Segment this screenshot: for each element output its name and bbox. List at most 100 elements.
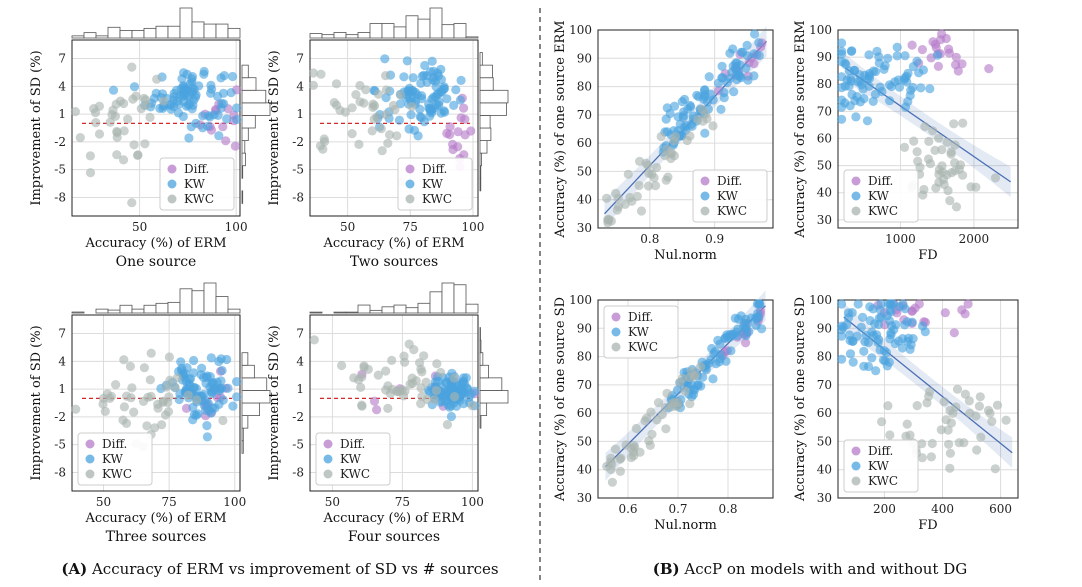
point-kwc bbox=[667, 402, 677, 412]
point-kw bbox=[916, 83, 926, 93]
y-axis-label: Accuracy (%) of one source SD bbox=[793, 297, 808, 502]
point-kw bbox=[179, 68, 189, 78]
legend-marker bbox=[851, 191, 861, 201]
y-tick-label: 60 bbox=[577, 136, 592, 150]
point-kwc bbox=[945, 196, 955, 206]
point-kwc bbox=[432, 359, 442, 369]
point-kwc bbox=[331, 79, 342, 89]
top-hist-bar bbox=[203, 282, 217, 314]
point-kw bbox=[892, 42, 902, 52]
plot-frame bbox=[837, 29, 1019, 229]
point-kwc bbox=[966, 182, 976, 192]
y-tick-label: -8 bbox=[292, 465, 304, 479]
point-kwc bbox=[625, 192, 635, 203]
y-tick-label: 30 bbox=[577, 491, 592, 505]
point-kw bbox=[711, 359, 721, 369]
point-kwc bbox=[682, 135, 692, 146]
point-kwc bbox=[652, 162, 662, 173]
legend-marker bbox=[167, 194, 177, 204]
point-kw bbox=[845, 349, 856, 359]
point-diff bbox=[917, 45, 928, 55]
y-tick-label: 50 bbox=[577, 434, 592, 448]
point-kw bbox=[222, 114, 232, 124]
top-hist-bar bbox=[345, 34, 359, 39]
top-hist-bar bbox=[107, 26, 121, 39]
point-kw bbox=[837, 57, 847, 67]
point-kwc bbox=[376, 124, 386, 134]
point-kwc bbox=[675, 377, 685, 387]
point-kw bbox=[877, 86, 887, 97]
point-kwc bbox=[112, 127, 122, 138]
point-kwc bbox=[183, 390, 193, 400]
plot-frame bbox=[71, 39, 241, 217]
point-kwc bbox=[127, 198, 137, 208]
point-kwc bbox=[693, 114, 703, 125]
point-kwc bbox=[925, 159, 936, 169]
point-kwc bbox=[357, 372, 367, 382]
point-kw bbox=[455, 95, 465, 105]
point-kw bbox=[749, 71, 759, 81]
top-hist-bar bbox=[369, 23, 383, 39]
point-kw bbox=[178, 92, 188, 102]
point-kw bbox=[429, 72, 439, 83]
point-kwc bbox=[370, 101, 380, 111]
point-kwc bbox=[634, 180, 644, 191]
point-kwc bbox=[931, 183, 941, 193]
side-hist-bar bbox=[479, 89, 509, 104]
point-kw bbox=[213, 91, 223, 101]
point-kwc bbox=[971, 411, 981, 421]
point-kwc bbox=[347, 129, 357, 139]
legend-marker bbox=[700, 191, 710, 201]
y-tick-label: -8 bbox=[54, 190, 66, 204]
chart-b3: 0.6 0.7 0.8 30 40 50 60 70 80 90 100 Nul.norm Accura… bbox=[553, 290, 774, 533]
point-kw bbox=[716, 104, 726, 114]
side-hist-bar bbox=[479, 339, 482, 354]
point-kwc bbox=[952, 384, 963, 394]
point-kw bbox=[865, 302, 875, 312]
point-kwc bbox=[145, 112, 155, 122]
y-tick-label: 40 bbox=[817, 186, 832, 200]
point-kwc bbox=[316, 69, 326, 79]
point-kwc bbox=[943, 425, 953, 435]
point-kw bbox=[754, 38, 764, 48]
point-kwc bbox=[629, 440, 639, 451]
plot-frame bbox=[837, 299, 1019, 499]
subplot-title: Four sources bbox=[348, 529, 440, 545]
point-kw bbox=[217, 99, 227, 109]
point-kw bbox=[733, 314, 744, 324]
point-kwc bbox=[363, 364, 373, 374]
top-hist-bar bbox=[155, 25, 169, 39]
point-kw bbox=[837, 299, 847, 309]
point-kwc bbox=[946, 147, 956, 157]
y-tick-label: 90 bbox=[817, 321, 832, 335]
top-hist-bar bbox=[167, 25, 181, 39]
point-kw bbox=[846, 46, 857, 57]
point-kwc bbox=[136, 104, 146, 114]
point-kw bbox=[719, 93, 729, 103]
side-hist-bar bbox=[241, 115, 256, 129]
point-kw bbox=[707, 343, 717, 354]
point-diff bbox=[442, 128, 452, 138]
legend-marker bbox=[405, 194, 415, 204]
point-kwc bbox=[70, 107, 80, 117]
point-kw bbox=[837, 83, 847, 93]
point-kw bbox=[704, 72, 714, 82]
top-hist-bar bbox=[465, 36, 479, 39]
point-kw bbox=[900, 51, 910, 61]
point-kwc bbox=[602, 193, 612, 203]
point-kwc bbox=[164, 352, 174, 362]
point-kwc bbox=[429, 395, 439, 405]
point-kw bbox=[863, 337, 874, 348]
legend-entry: KWC bbox=[868, 204, 898, 218]
x-tick-label: 50 bbox=[340, 220, 355, 234]
point-kw bbox=[886, 330, 896, 340]
top-hist-bar bbox=[405, 15, 419, 39]
point-kw bbox=[194, 81, 204, 91]
caption-b-text: AccP on models with and without DG bbox=[680, 560, 968, 578]
y-tick-label: 50 bbox=[577, 164, 592, 178]
point-kwc bbox=[369, 114, 379, 124]
point-kwc bbox=[949, 119, 959, 129]
x-tick-label: 100 bbox=[461, 495, 484, 509]
y-tick-label: 70 bbox=[817, 104, 832, 118]
